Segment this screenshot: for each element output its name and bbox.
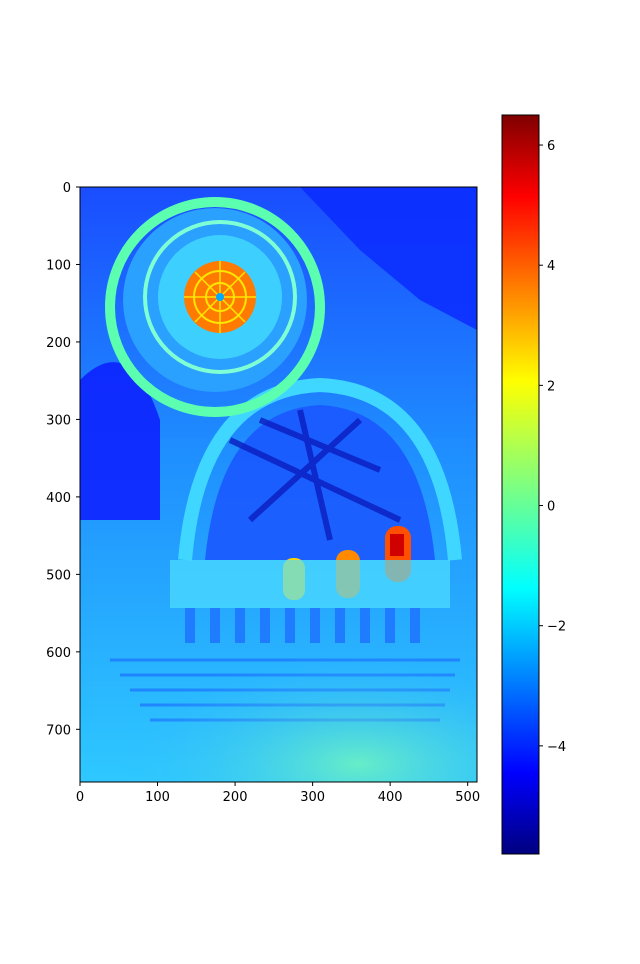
x-tick-label: 100 bbox=[145, 790, 170, 805]
colorbar-tick-label: 6 bbox=[547, 139, 555, 154]
y-tick-label: 400 bbox=[46, 491, 71, 506]
y-tick-label: 700 bbox=[46, 723, 71, 738]
y-axis: 0 100 200 300 400 500 600 700 bbox=[46, 181, 80, 738]
colorbar-tick-label: −4 bbox=[547, 740, 566, 755]
y-tick-label: 200 bbox=[46, 336, 71, 351]
x-tick-label: 500 bbox=[455, 790, 480, 805]
colorbar-tick-label: 4 bbox=[547, 259, 555, 274]
y-tick-label: 100 bbox=[46, 258, 71, 273]
x-axis: 0 100 200 300 400 500 bbox=[76, 782, 480, 805]
colorbar-tick-label: −2 bbox=[547, 620, 566, 635]
dome bbox=[105, 197, 325, 417]
heatmap-image bbox=[80, 187, 477, 782]
colorbar-tick-label: 0 bbox=[547, 500, 555, 515]
y-tick-label: 500 bbox=[46, 568, 71, 583]
y-tick-label: 300 bbox=[46, 413, 71, 428]
x-tick-label: 0 bbox=[76, 790, 84, 805]
x-tick-label: 200 bbox=[223, 790, 248, 805]
colorbar-tick-label: 2 bbox=[547, 379, 555, 394]
colorbar: 6 4 2 0 −2 −4 bbox=[501, 114, 566, 855]
x-tick-label: 300 bbox=[300, 790, 325, 805]
y-tick-label: 0 bbox=[63, 181, 71, 196]
y-tick-label: 600 bbox=[46, 646, 71, 661]
x-tick-label: 400 bbox=[378, 790, 403, 805]
